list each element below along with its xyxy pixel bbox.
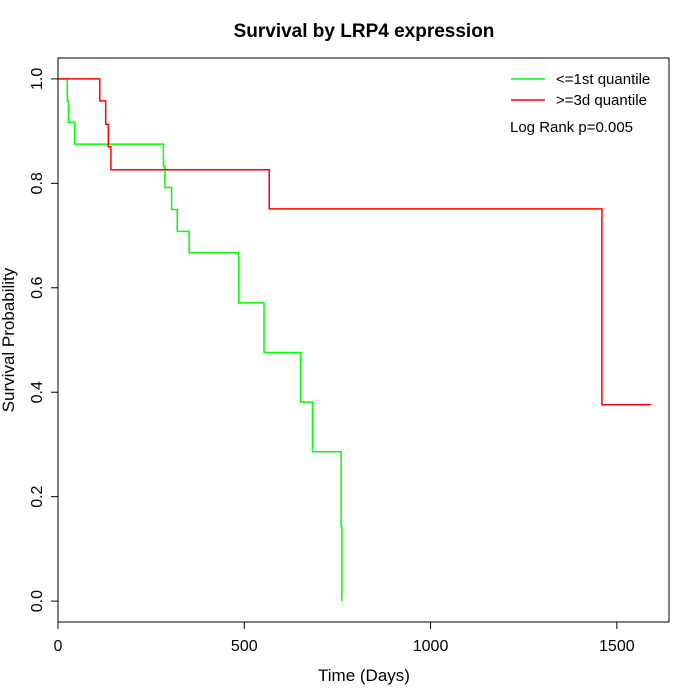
legend: <=1st quantile >=3d quantile [511,71,650,109]
x-tick-label: 500 [231,638,258,655]
y-tick-label: 0.0 [29,590,46,612]
x-axis: 0 500 1000 1500 [54,621,635,655]
x-tick-label: 0 [54,638,63,655]
y-tick-label: 0.6 [29,277,46,299]
x-tick-label: 1000 [413,638,449,655]
y-tick-label: 0.8 [29,172,46,194]
chart-title: Survival by LRP4 expression [234,21,495,42]
legend-label-series-0: <=1st quantile [556,71,650,88]
y-tick-label: 0.2 [29,485,46,507]
x-axis-label: Time (Days) [318,666,410,685]
y-axis-label: Survival Probability [0,267,18,412]
survival-curve-series-1 [58,78,652,406]
legend-label-series-1: >=3d quantile [556,92,647,109]
y-axis: 0.0 0.2 0.4 0.6 0.8 1.0 [29,68,59,612]
series-layer [58,78,652,602]
y-tick-label: 1.0 [29,68,46,90]
log-rank-annotation: Log Rank p=0.005 [510,119,633,136]
survival-curve-series-0 [58,78,343,602]
x-tick-label: 1500 [599,638,635,655]
y-tick-label: 0.4 [29,381,46,403]
